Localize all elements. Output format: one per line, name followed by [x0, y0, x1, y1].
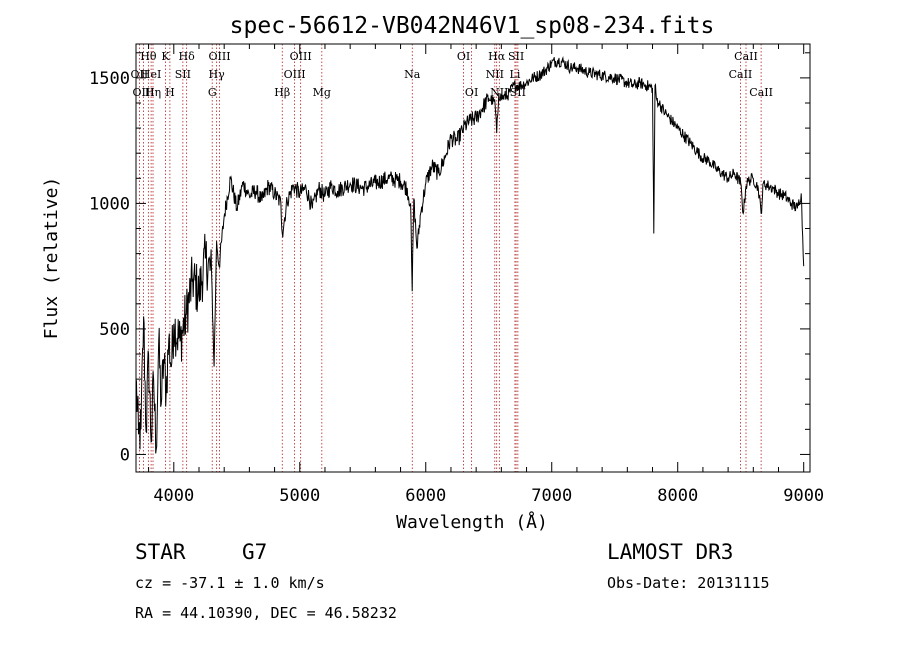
spectral-line-label: K: [161, 50, 170, 63]
spectral-line-label: HeI: [141, 68, 161, 81]
spectral-line-label: OIII: [290, 50, 312, 63]
y-tick-label: 500: [99, 320, 130, 340]
spectrum-series-line: [135, 56, 805, 454]
spectral-line-label: OI: [457, 50, 470, 63]
survey-name: LAMOST DR3: [607, 540, 734, 564]
y-tick-label: 1500: [89, 69, 130, 89]
y-tick-label: 0: [120, 445, 130, 465]
object-class: STAR: [135, 540, 186, 564]
y-tick-label: 1000: [89, 194, 130, 214]
spectral-line-markers: [139, 44, 762, 472]
spectral-line-label: Hβ: [274, 86, 290, 99]
spectral-line-label: H: [165, 86, 175, 99]
x-tick-label: 9000: [783, 486, 824, 506]
spectral-line-label: SII: [510, 86, 526, 99]
spectral-line-label: NII: [486, 68, 504, 81]
redshift-velocity: cz = -37.1 ± 1.0 km/s: [135, 574, 325, 592]
object-subclass: G7: [242, 540, 268, 564]
x-tick-label: 6000: [405, 486, 446, 506]
spectral-line-label: CaII: [749, 86, 773, 99]
spectrum-chart: spec-56612-VB042N46V1_sp08-234.fits Hθ OI…: [41, 13, 824, 533]
axis-ticks: 4000 5000 6000 7000 8000 9000 0 500 1000 1500: [89, 44, 824, 506]
spectral-line-label: Na: [404, 68, 421, 81]
spectral-line-label: SII: [508, 50, 524, 63]
x-tick-label: 5000: [279, 486, 320, 506]
spectral-line-label: OIII: [133, 86, 155, 99]
spectral-line-label: Li: [510, 68, 521, 81]
spectral-line-label: Hθ: [140, 50, 157, 63]
x-tick-label: 7000: [531, 486, 572, 506]
spectral-line-label: Hγ: [209, 68, 226, 81]
spectral-line-label: Hη: [145, 86, 161, 99]
spectral-line-label: G: [208, 86, 217, 99]
spectral-line-label: OIII: [284, 68, 306, 81]
spectral-line-label: SII: [175, 68, 191, 81]
sky-coordinates: RA = 44.10390, DEC = 46.58232: [135, 604, 397, 622]
spectral-line-label: Mg: [313, 86, 331, 99]
spectral-line-label: CaII: [734, 50, 758, 63]
y-axis-label: Flux (relative): [41, 177, 62, 340]
plot-frame: [135, 43, 811, 473]
x-tick-label: 4000: [153, 486, 194, 506]
observation-date: Obs-Date: 20131115: [607, 574, 770, 592]
spectral-line-label: CaII: [729, 68, 753, 81]
spectral-line-label: OI: [465, 86, 478, 99]
x-tick-label: 8000: [657, 486, 698, 506]
chart-title: spec-56612-VB042N46V1_sp08-234.fits: [230, 13, 715, 39]
spectral-line-label: OIII: [208, 50, 230, 63]
spectral-line-label: Hα: [488, 50, 506, 63]
spectral-line-label: Hδ: [179, 50, 196, 63]
x-axis-label: Wavelength (Å): [396, 511, 548, 533]
